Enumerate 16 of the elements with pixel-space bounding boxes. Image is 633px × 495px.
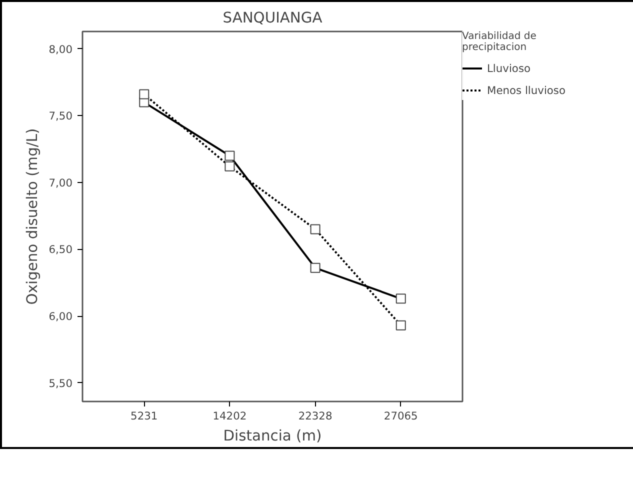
x-tick-label: 5231 xyxy=(130,410,158,422)
x-tick-label: 22328 xyxy=(298,410,332,422)
legend-label: Menos lluvioso xyxy=(487,84,566,96)
x-tick-label: 14202 xyxy=(212,410,247,422)
x-tick-label: 27065 xyxy=(384,410,418,422)
chart-title: SANQUIANGA xyxy=(222,10,322,26)
y-tick-label: 6,50 xyxy=(48,243,73,256)
y-tick-label: 8,00 xyxy=(48,42,73,56)
y-axis-title: Oxigeno disuelto (mg/L) xyxy=(24,128,41,305)
y-tick-label: 6,00 xyxy=(48,310,73,324)
y-tick-label: 7,00 xyxy=(48,176,73,190)
y-tick-label: 7,50 xyxy=(48,110,73,123)
y-tick-label: 5,50 xyxy=(48,376,73,390)
legend-title: Variabilidad de precipitacion xyxy=(462,31,538,53)
x-axis-title: Distancia (m) xyxy=(223,428,322,444)
legend-label: Lluvioso xyxy=(487,62,531,74)
